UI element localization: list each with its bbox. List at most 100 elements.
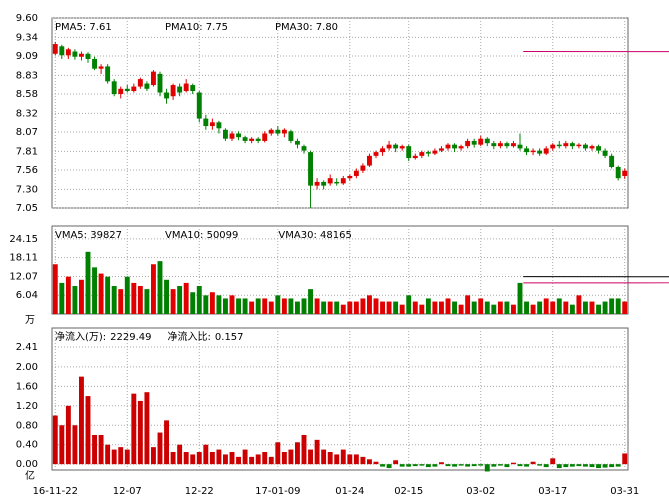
bar [465, 295, 471, 314]
ma-line [523, 282, 669, 284]
candle-body [340, 178, 346, 184]
candle-body [275, 129, 281, 134]
bar [177, 444, 183, 465]
bar [255, 298, 261, 314]
bar [347, 454, 353, 465]
candle-body [236, 133, 241, 138]
y-tick-label: 9.60 [16, 13, 38, 24]
bar [209, 452, 215, 465]
bar [452, 301, 457, 314]
bar [406, 295, 412, 314]
candle-body [399, 146, 405, 149]
legend-entry: VMA5: 39827 [55, 230, 122, 241]
candle-body [425, 152, 431, 154]
bar [327, 301, 333, 314]
candle-body [144, 83, 150, 89]
x-tick-label: 12-07 [113, 486, 142, 497]
unit-label: 亿 [25, 469, 35, 482]
bar [373, 298, 379, 314]
bar [563, 464, 569, 468]
bar [478, 298, 484, 314]
candle-body [367, 155, 372, 166]
bar [203, 295, 209, 314]
bar [79, 279, 84, 314]
bar [380, 301, 385, 314]
bar [458, 304, 464, 314]
candle-body [105, 66, 111, 82]
bar [288, 449, 294, 465]
bar [190, 454, 196, 465]
bar [452, 464, 457, 467]
bar [157, 432, 163, 465]
bar [59, 425, 65, 465]
candle-body [556, 144, 562, 147]
bar [537, 301, 543, 314]
bar [393, 301, 399, 314]
bar [281, 452, 287, 465]
bar [223, 298, 228, 314]
y-tick-label: 24.15 [9, 234, 38, 245]
legend-entry: VMA10: 50099 [165, 230, 238, 241]
candle-body [288, 131, 294, 141]
candle-body [85, 53, 91, 59]
bar [511, 304, 516, 314]
bar [124, 276, 130, 314]
bar [268, 301, 274, 314]
y-tick-label: 0.80 [16, 420, 38, 431]
candle-body [530, 150, 536, 153]
bar [478, 464, 484, 466]
candle-body [111, 81, 117, 94]
bar [589, 464, 595, 468]
candle-body [65, 49, 71, 56]
bar [380, 464, 385, 467]
bar [157, 261, 163, 314]
bar [170, 289, 176, 314]
bar [615, 464, 621, 467]
bar [131, 393, 137, 465]
bar [596, 304, 601, 314]
candle-body [596, 146, 601, 151]
y-tick-label: 9.34 [16, 32, 38, 43]
candle-body [478, 138, 484, 145]
bar [386, 301, 392, 314]
bar [569, 304, 575, 314]
bar [281, 298, 287, 314]
candle-body [177, 86, 183, 93]
bar [622, 301, 628, 314]
candle-body [484, 138, 490, 144]
candle-body [327, 178, 333, 184]
bar [249, 456, 255, 465]
bar [517, 282, 523, 314]
bar [550, 458, 556, 465]
bar [65, 405, 71, 465]
candle-body [268, 129, 274, 134]
bar [445, 298, 451, 314]
bar [242, 449, 248, 465]
bar [334, 301, 340, 314]
bar [137, 286, 143, 314]
candle-body [72, 51, 78, 57]
bar [242, 298, 248, 314]
candle-body [511, 143, 516, 147]
bar [295, 442, 300, 465]
bar [550, 301, 556, 314]
y-tick-label: 8.07 [16, 127, 38, 138]
bar [216, 295, 222, 314]
bar [98, 273, 104, 314]
bar [353, 301, 359, 314]
candle-body [131, 86, 137, 92]
legend-label: 净流入比: [168, 330, 211, 343]
bar [295, 301, 300, 314]
bar [52, 415, 58, 465]
bar [622, 453, 628, 465]
y-tick-label: 1.20 [16, 401, 38, 412]
bar [314, 439, 320, 465]
candle-body [223, 129, 228, 139]
bar [511, 462, 516, 465]
candle-body [203, 118, 209, 127]
bar [530, 461, 536, 465]
bar [262, 452, 268, 465]
candle-body [137, 79, 143, 87]
bar [216, 449, 222, 465]
bar [399, 464, 405, 467]
